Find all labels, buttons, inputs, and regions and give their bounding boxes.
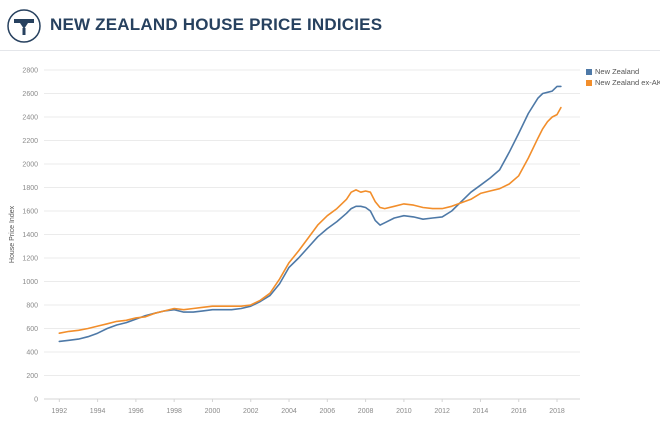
y-tick-label: 2800 — [22, 68, 38, 75]
legend-swatch-new-zealand — [586, 68, 592, 75]
y-tick-label: 2200 — [22, 138, 38, 145]
x-tick-label: 2006 — [320, 408, 336, 415]
y-tick-label: 1400 — [22, 232, 38, 239]
y-tick-label: 1600 — [22, 209, 38, 216]
x-tick-label: 2002 — [243, 408, 259, 415]
header: NEW ZEALAND HOUSE PRICE INDICIES — [0, 0, 660, 52]
x-tick-label: 1994 — [90, 408, 106, 415]
legend-swatch-new-zealand-ex-ak — [586, 79, 592, 86]
x-tick-label: 2014 — [473, 408, 489, 415]
legend-item-new-zealand[interactable]: New Zealand — [586, 66, 660, 77]
x-tick-label: 2004 — [281, 408, 297, 415]
legend-label-new-zealand-ex-ak: New Zealand ex-AK — [595, 78, 660, 87]
page-title: NEW ZEALAND HOUSE PRICE INDICIES — [50, 15, 383, 34]
series-line-new-zealand — [58, 85, 562, 343]
x-tick-label: 1996 — [128, 408, 144, 415]
series-line-new-zealand-ex-ak — [58, 106, 562, 334]
house-price-logo-icon — [7, 9, 41, 43]
y-tick-label: 800 — [26, 303, 38, 310]
line-chart: 0 200 400 600 800 1000 1200 1400 1600 1800 2000 220… — [9, 68, 580, 415]
y-axis-label: House Price Index — [9, 205, 16, 263]
legend-item-new-zealand-ex-ak[interactable]: New Zealand ex-AK — [586, 77, 660, 88]
x-tick-label: 2010 — [396, 408, 412, 415]
y-tick-label: 2000 — [22, 162, 38, 169]
header-divider — [0, 50, 660, 51]
y-tick-label: 1000 — [22, 279, 38, 286]
chart-legend: New Zealand New Zealand ex-AK — [586, 66, 660, 88]
x-tick-label: 1992 — [52, 408, 68, 415]
x-tick-label: 2008 — [358, 408, 374, 415]
x-tick-label: 2012 — [434, 408, 450, 415]
x-tick-label: 2016 — [511, 408, 527, 415]
y-tick-label: 1800 — [22, 185, 38, 192]
y-tick-label: 0 — [34, 397, 38, 404]
x-tick-label: 1998 — [166, 408, 182, 415]
y-tick-label: 1200 — [22, 256, 38, 263]
x-tick-label: 2000 — [205, 408, 221, 415]
y-tick-label: 2400 — [22, 115, 38, 122]
y-tick-label: 2600 — [22, 91, 38, 98]
x-tick-label: 2018 — [549, 408, 565, 415]
legend-label-new-zealand: New Zealand — [595, 67, 640, 76]
y-tick-label: 200 — [26, 373, 38, 380]
y-tick-label: 600 — [26, 326, 38, 333]
y-tick-label: 400 — [26, 350, 38, 357]
